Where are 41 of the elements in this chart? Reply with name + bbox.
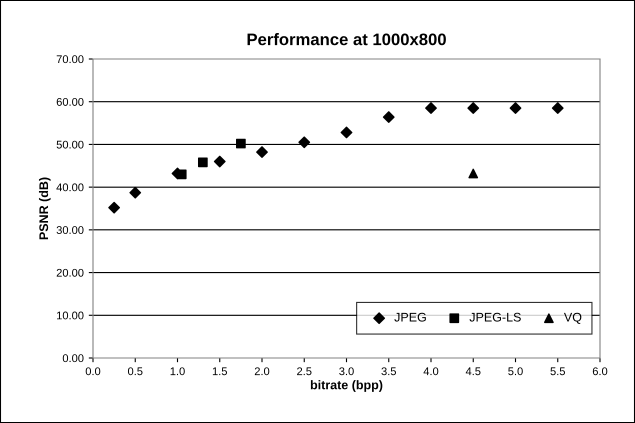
x-axis-title: bitrate (bpp) [310,380,382,392]
x-tick-label: 4.0 [424,367,438,376]
y-tick-label: 50.00 [56,140,84,149]
point [129,186,142,199]
y-axis-title: PSNR (dB) [38,178,51,240]
x-tick-label: 1.5 [212,367,228,376]
point [510,102,522,114]
point [382,111,395,123]
point [108,202,120,214]
point [468,168,478,178]
x-tick-label: 6.0 [592,367,608,376]
x-tick-label: 5.5 [550,367,566,376]
legend-label: JPEG-LS [469,312,521,322]
y-tick-label: 60.00 [56,98,84,106]
y-tick-label: 30.00 [56,226,84,234]
point [340,126,352,138]
y-tick-label: 10.00 [57,312,84,320]
point [214,156,226,168]
point [256,146,268,158]
point [425,102,437,114]
y-tick-label: 20.00 [56,268,84,277]
x-tick-label: 5.0 [508,367,523,376]
point [236,138,246,148]
point [552,102,564,114]
x-tick-label: 0.5 [128,367,143,376]
x-tick-label: 3.5 [381,367,396,376]
chart-title: Performance at 1000x800 [248,33,446,46]
x-tick-label: 3.0 [339,367,354,376]
x-tick-label: 1.0 [170,367,185,376]
point [467,102,480,114]
x-tick-label: 2.5 [297,367,312,376]
x-tick-label: 2.0 [254,367,270,376]
x-tick-label: 4.5 [466,367,481,376]
point [298,136,310,148]
y-tick-label: 0.00 [62,354,84,362]
legend-label: JPEG [394,312,426,322]
legend-label: VQ [564,312,582,324]
point [198,158,208,168]
x-tick-label: 0.0 [86,367,100,376]
y-tick-label: 70.00 [56,55,84,64]
y-tick-label: 40.00 [56,183,84,192]
